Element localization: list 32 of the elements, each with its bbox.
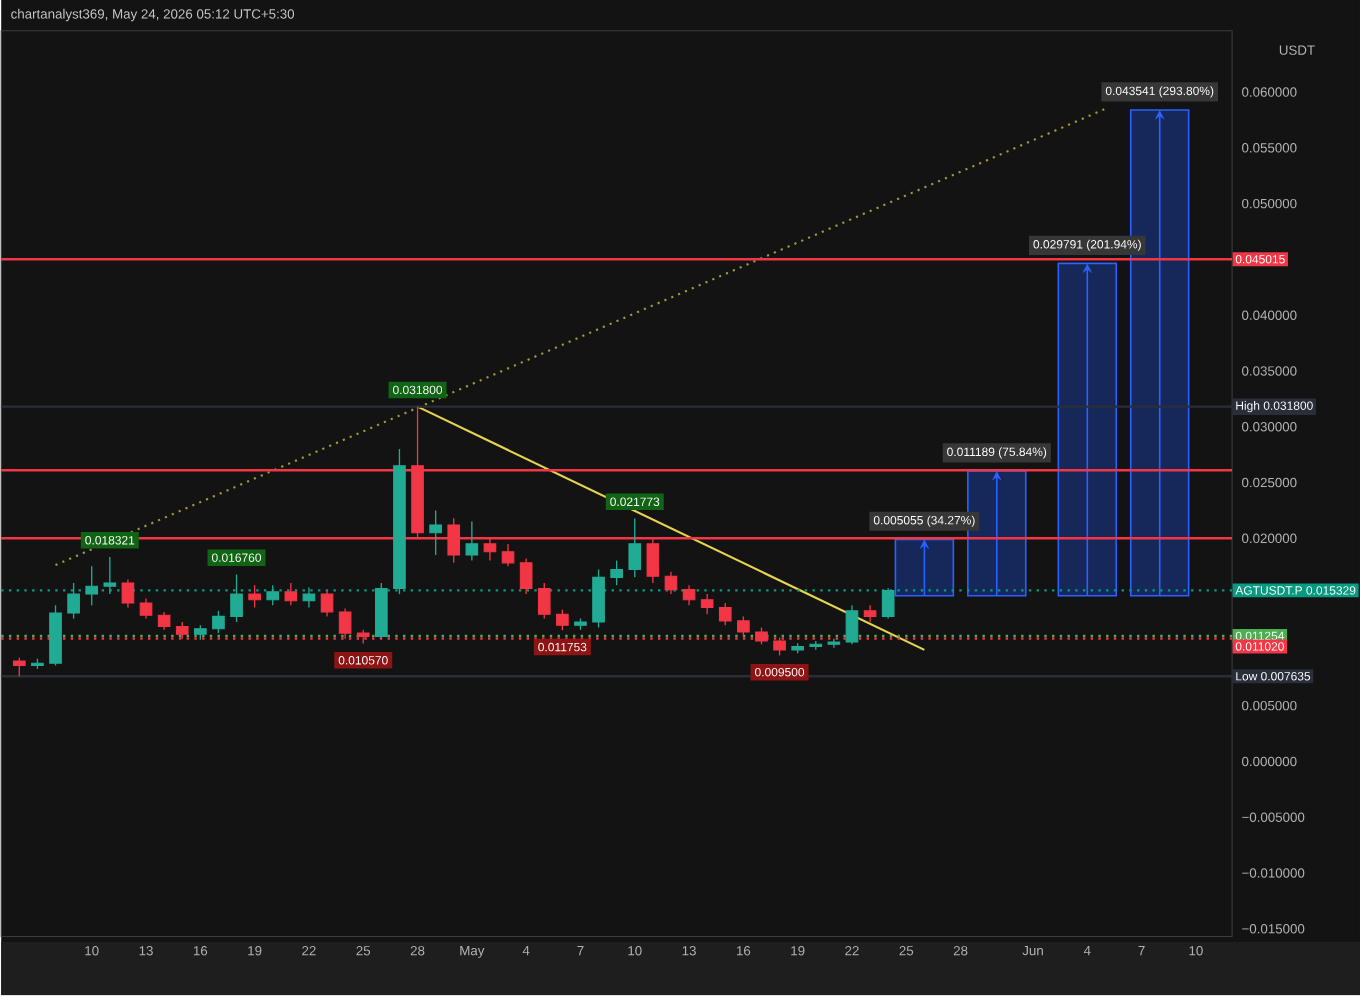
candlestick bbox=[121, 579, 135, 609]
candlestick bbox=[881, 587, 895, 620]
candlestick bbox=[465, 521, 479, 562]
candlestick bbox=[537, 582, 551, 620]
candlestick bbox=[266, 584, 280, 607]
candlestick bbox=[302, 587, 316, 609]
candlestick bbox=[67, 582, 80, 620]
candlestick bbox=[628, 518, 642, 579]
candlestick bbox=[320, 590, 334, 618]
candlestick bbox=[682, 584, 696, 607]
candlestick bbox=[212, 610, 225, 635]
candlestick bbox=[429, 510, 442, 557]
candlestick bbox=[556, 609, 569, 632]
bar bbox=[1057, 263, 1118, 597]
candlestick bbox=[248, 584, 261, 609]
candlestick bbox=[284, 582, 298, 607]
candlestick bbox=[700, 593, 714, 616]
candlestick bbox=[85, 565, 99, 607]
candlestick bbox=[103, 556, 117, 596]
candlestick bbox=[501, 543, 515, 568]
bar bbox=[894, 538, 955, 597]
candlestick bbox=[845, 604, 859, 646]
candlestick bbox=[230, 574, 243, 624]
candlestick bbox=[12, 657, 26, 678]
candlestick bbox=[610, 560, 623, 587]
candlestick bbox=[863, 604, 877, 624]
candlestick bbox=[592, 569, 605, 629]
candlestick bbox=[139, 598, 153, 620]
candlestick bbox=[375, 582, 388, 640]
candlestick bbox=[664, 571, 678, 596]
candlestick bbox=[519, 558, 533, 596]
candlestick bbox=[718, 602, 732, 627]
